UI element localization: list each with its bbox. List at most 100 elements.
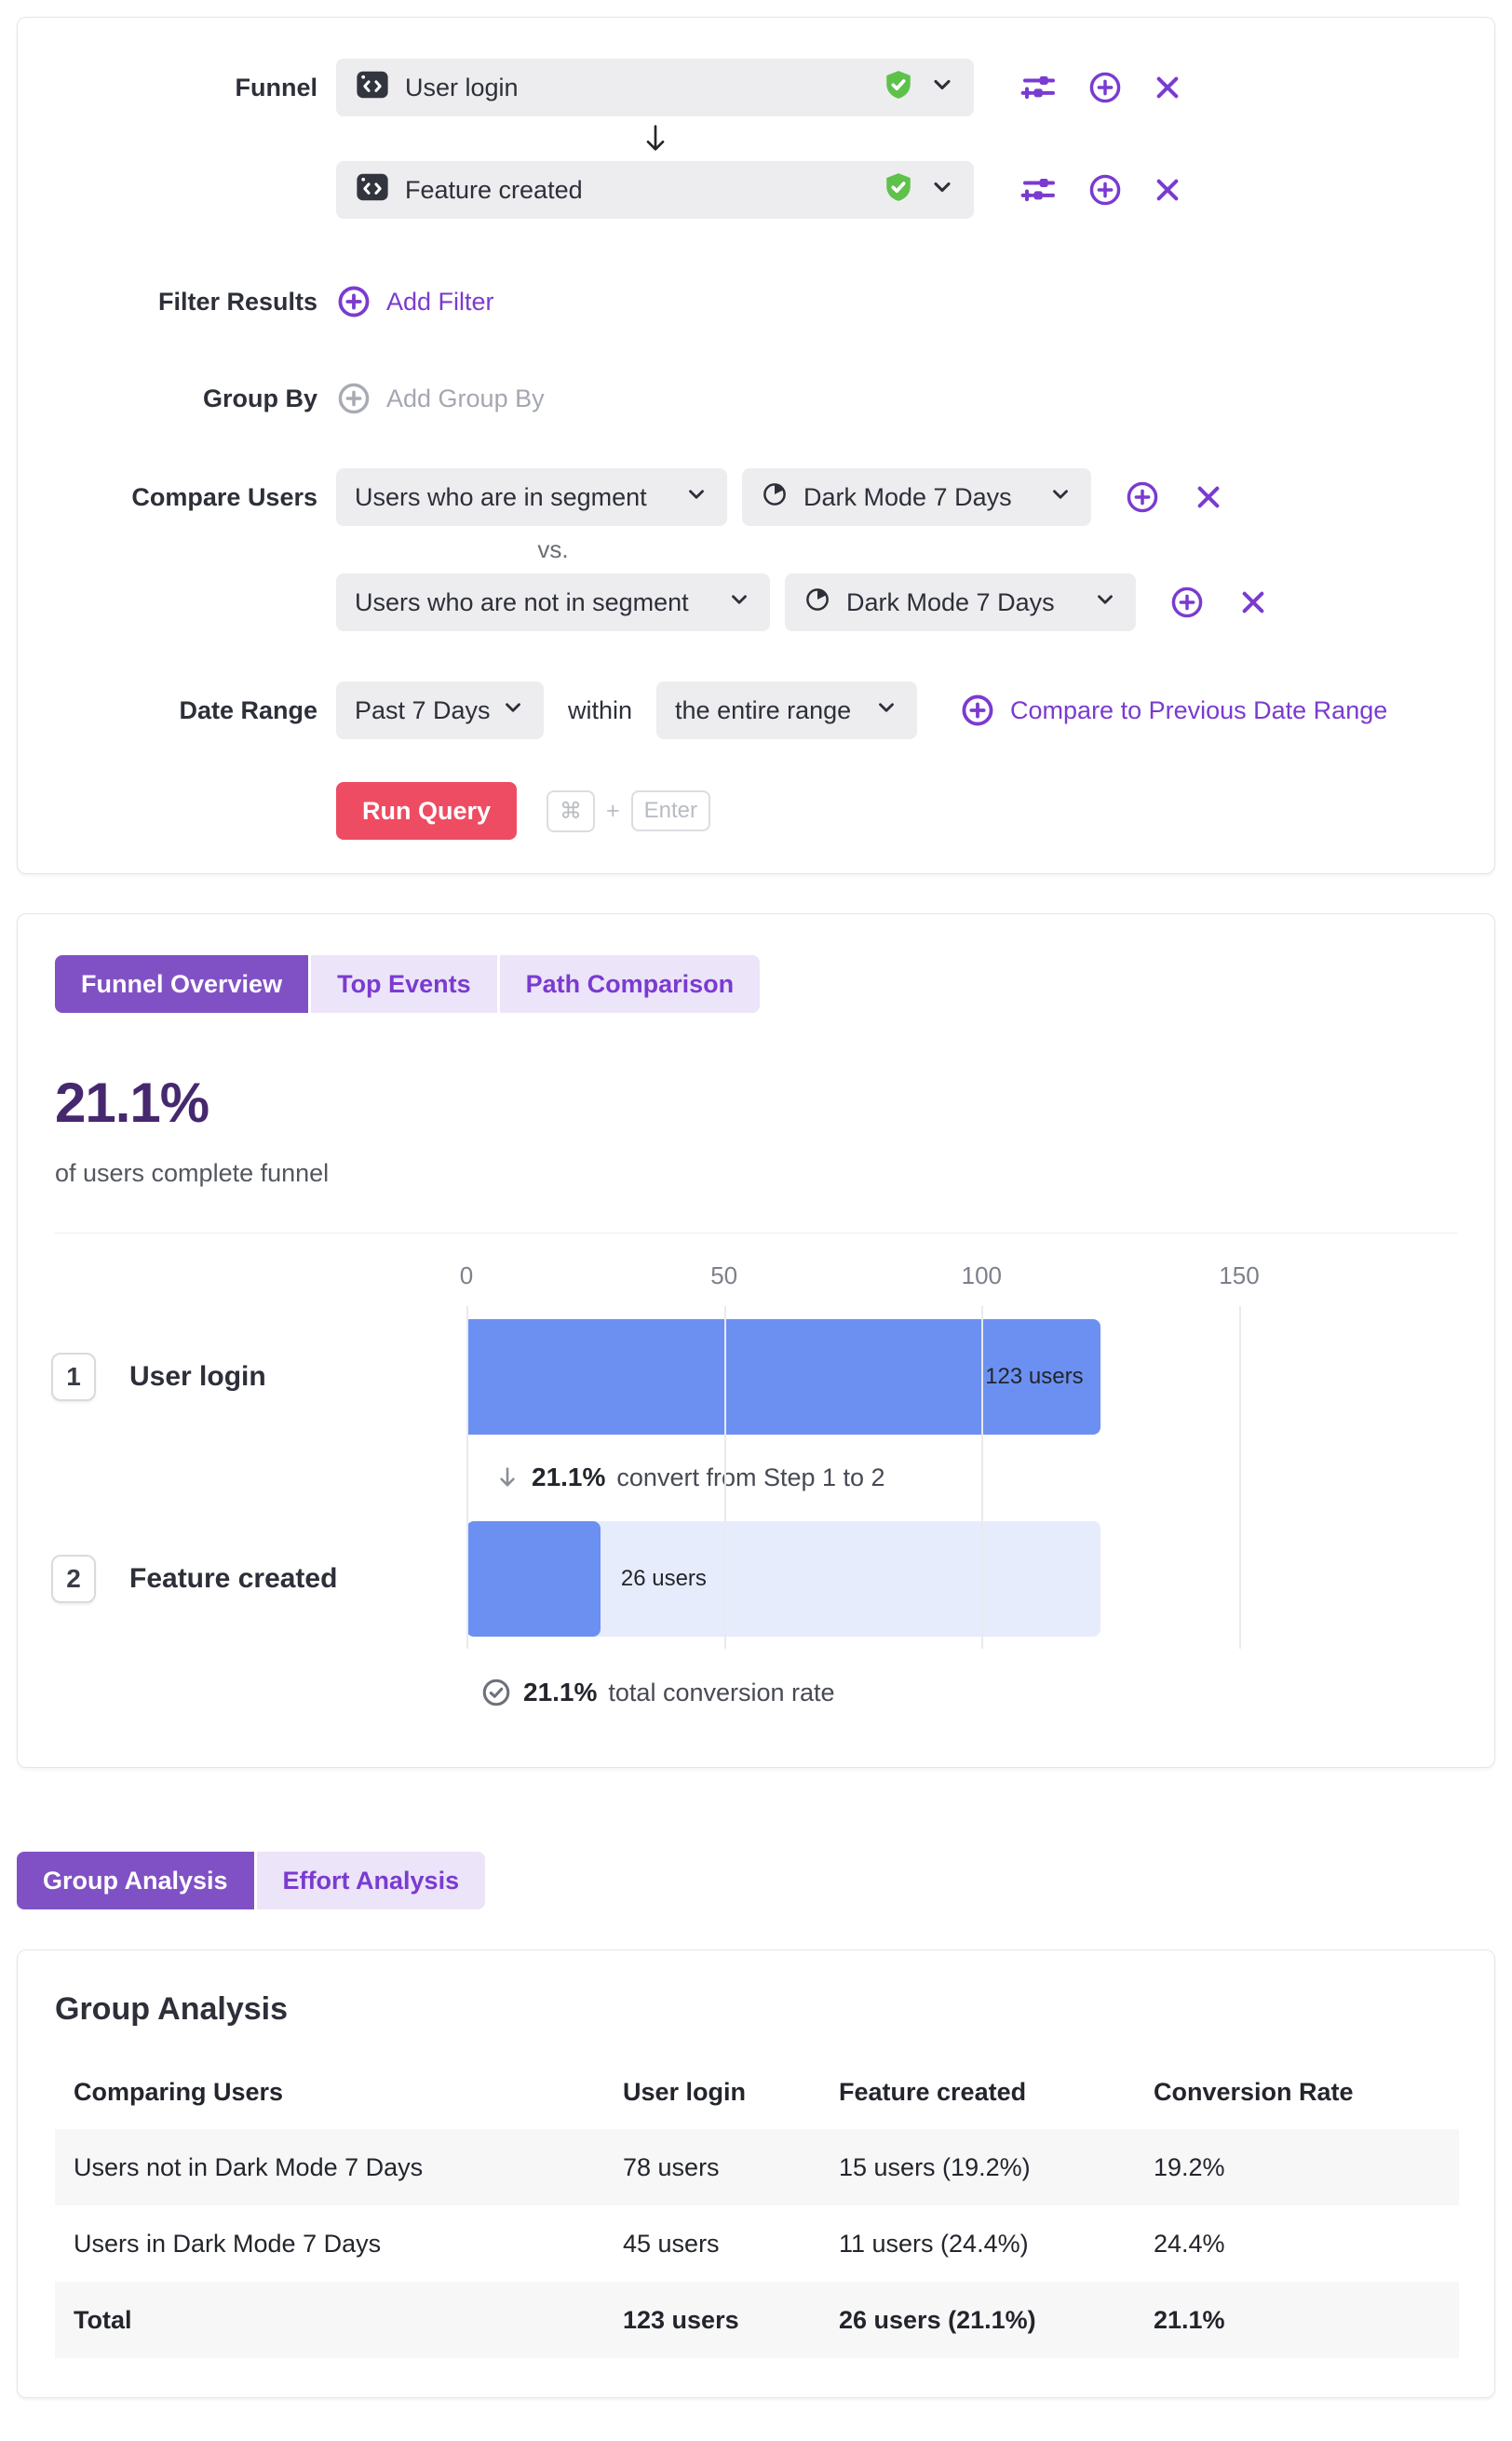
date-range-label: Date Range [179, 695, 317, 724]
add-group-by-button[interactable]: Add Group By [336, 381, 545, 416]
step-1-remove-button[interactable] [1153, 73, 1182, 102]
compare-users-label: Compare Users [131, 482, 317, 511]
compare-1-remove-button[interactable] [1194, 482, 1223, 512]
step1-bar[interactable]: 123 users [466, 1319, 1100, 1435]
step-arrow-row [18, 116, 1457, 161]
plus-circle-icon [1171, 587, 1203, 618]
compare-users-row-2: Users who are not in segment Dark Mode 7… [18, 573, 1457, 631]
chevron-down-icon [1048, 482, 1073, 513]
date-range-select[interactable]: Past 7 Days [336, 681, 544, 739]
verified-shield-icon [883, 69, 914, 107]
compare-previous-date-range-button[interactable]: Compare to Previous Date Range [960, 693, 1387, 728]
chevron-down-icon [501, 695, 525, 726]
segment-pie-icon [761, 480, 789, 515]
run-query-button[interactable]: Run Query [336, 782, 518, 840]
segment-select-1[interactable]: Dark Mode 7 Days [742, 468, 1091, 526]
enter-key: Enter [630, 790, 711, 831]
funnel-results-card: Funnel Overview Top Events Path Comparis… [17, 913, 1495, 1768]
col-comparing-users: Comparing Users [74, 2078, 284, 2106]
compare-2-remove-button[interactable] [1238, 587, 1268, 617]
plus-circle-icon [338, 383, 370, 414]
tab-funnel-overview[interactable]: Funnel Overview [55, 955, 309, 1013]
run-query-row: Run Query ⌘ + Enter [18, 782, 1457, 840]
filter-sliders-icon [1020, 76, 1055, 100]
total-conversion-annotation: 21.1% total conversion rate [480, 1677, 835, 1708]
step-2-value: 26 users [620, 1566, 707, 1591]
funnel-step-1-event: User login [405, 73, 519, 101]
gridline [466, 1306, 468, 1649]
funnel-step-row-1: Funnel User login [18, 59, 1457, 116]
arrow-down-icon [500, 1467, 515, 1487]
compare-users-row-1: Compare Users Users who are in segment D… [18, 468, 1457, 526]
axis-tick-label: 150 [1219, 1261, 1260, 1289]
step-2-badge: 2 [51, 1555, 96, 1603]
plus-circle-icon [1089, 72, 1121, 103]
step-2-label: Feature created [129, 1563, 338, 1594]
col-feature-created: Feature created [839, 2078, 1027, 2106]
close-icon [1197, 486, 1220, 508]
step-2-filter-button[interactable] [1020, 171, 1058, 209]
tab-group-analysis[interactable]: Group Analysis [17, 1852, 254, 1909]
vs-label: vs. [537, 535, 569, 563]
step-1-row: 1 User login [51, 1353, 266, 1401]
axis-tick-label: 100 [961, 1261, 1003, 1289]
funnel-step-row-2: Feature created [18, 161, 1457, 219]
keyboard-shortcut-hint: ⌘ + Enter [547, 789, 711, 832]
gridline [981, 1306, 984, 1649]
close-icon [1156, 179, 1179, 201]
funnel-label: Funnel [235, 73, 318, 101]
table-row: Users not in Dark Mode 7 Days 78 users 1… [55, 2129, 1459, 2205]
segment-select-2[interactable]: Dark Mode 7 Days [785, 573, 1136, 631]
funnel-step-2-select[interactable]: Feature created [336, 161, 974, 219]
chevron-down-icon [727, 587, 751, 618]
compare-1-add-button[interactable] [1125, 479, 1160, 515]
chevron-down-icon [929, 72, 955, 104]
step-1-value: 123 users [985, 1364, 1084, 1389]
step-1-filter-button[interactable] [1020, 69, 1058, 106]
add-filter-button[interactable]: Add Filter [336, 284, 494, 319]
col-user-login: User login [623, 2078, 747, 2106]
tab-path-comparison[interactable]: Path Comparison [499, 955, 761, 1013]
funnel-step-1-select[interactable]: User login [336, 59, 974, 116]
table-total-row: Total 123 users 26 users (21.1%) 21.1% [55, 2282, 1459, 2358]
gridline [723, 1306, 726, 1649]
col-conversion-rate: Conversion Rate [1154, 2078, 1354, 2106]
event-icon [355, 169, 390, 211]
analysis-tabs: Group Analysis Effort Analysis [17, 1852, 486, 1909]
step-2-remove-button[interactable] [1153, 175, 1182, 205]
chevron-down-icon [929, 174, 955, 207]
chevron-down-icon [1093, 587, 1117, 618]
date-range-row: Date Range Past 7 Days within the entire… [18, 681, 1457, 739]
close-icon [1242, 591, 1264, 614]
step-1-badge: 1 [51, 1353, 96, 1401]
funnel-step-2-event: Feature created [405, 175, 583, 204]
chevron-down-icon [684, 482, 709, 513]
segment-pie-icon [803, 586, 831, 620]
filter-results-label: Filter Results [157, 287, 317, 316]
table-row: Users in Dark Mode 7 Days 45 users 11 us… [74, 2229, 1225, 2258]
table-header-row: Comparing Users User login Feature creat… [55, 2065, 1459, 2129]
step-conversion-annotation: 21.1% convert from Step 1 to 2 [494, 1463, 885, 1492]
plus-circle-icon [1127, 481, 1158, 513]
step-2-add-button[interactable] [1087, 172, 1123, 208]
vs-row: vs. [18, 526, 1457, 573]
filter-results-row: Filter Results Add Filter [18, 273, 1457, 330]
step2-bar[interactable] [466, 1521, 601, 1637]
gridline [1239, 1306, 1241, 1649]
tab-effort-analysis[interactable]: Effort Analysis [256, 1852, 486, 1909]
verified-shield-icon [883, 171, 914, 209]
segment-mode-select-2[interactable]: Users who are not in segment [336, 573, 770, 631]
query-builder-card: Funnel User login [17, 17, 1495, 874]
date-scope-select[interactable]: the entire range [656, 681, 918, 739]
compare-2-add-button[interactable] [1169, 585, 1205, 620]
tab-top-events[interactable]: Top Events [311, 955, 497, 1013]
check-circle-icon [482, 1679, 510, 1706]
results-tabs: Funnel Overview Top Events Path Comparis… [55, 955, 761, 1013]
chevron-down-icon [874, 695, 898, 726]
segment-mode-select-1[interactable]: Users who are in segment [336, 468, 727, 526]
divider [55, 1233, 1457, 1234]
step-1-add-button[interactable] [1087, 70, 1123, 105]
step-2-row: 2 Feature created [51, 1555, 337, 1603]
group-by-row: Group By Add Group By [18, 370, 1457, 427]
group-by-label: Group By [202, 384, 317, 412]
